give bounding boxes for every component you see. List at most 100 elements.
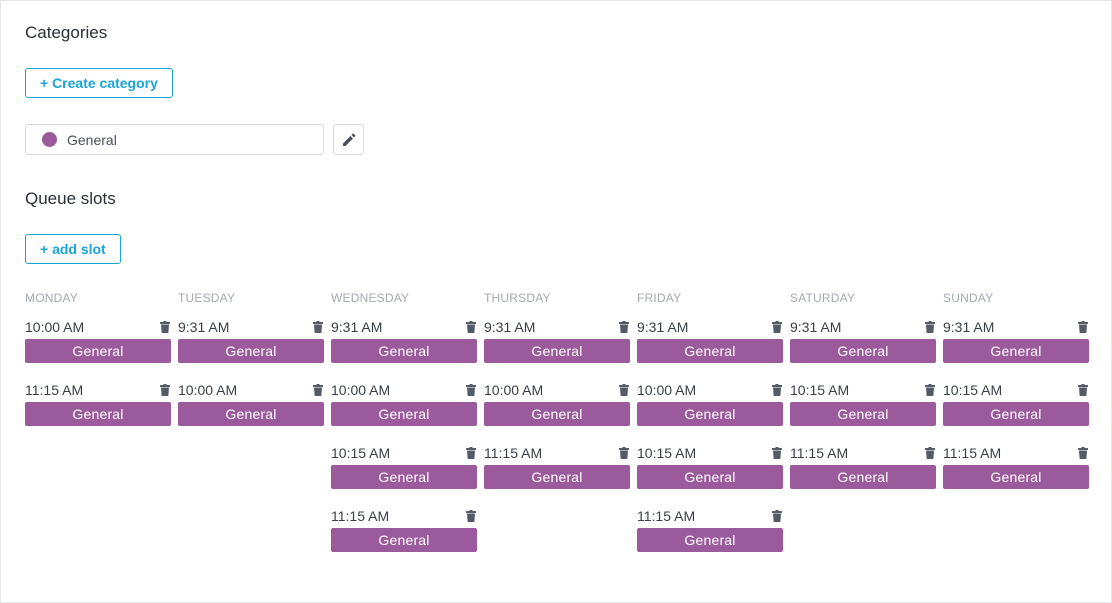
slot-category-tag[interactable]: General xyxy=(637,465,783,489)
day-label: SUNDAY xyxy=(943,291,994,305)
trash-icon[interactable] xyxy=(313,383,323,396)
queue-slot: 11:15 AM General xyxy=(790,444,936,507)
trash-icon[interactable] xyxy=(160,320,170,333)
trash-icon[interactable] xyxy=(925,446,935,459)
slot-time: 10:15 AM xyxy=(331,444,391,461)
slot-time: 10:00 AM xyxy=(25,318,85,335)
trash-icon[interactable] xyxy=(772,383,782,396)
slot-time: 10:15 AM xyxy=(943,381,1003,398)
queue-slot: 11:15 AM General xyxy=(637,507,783,570)
trash-icon[interactable] xyxy=(925,320,935,333)
slot-header: 10:15 AM xyxy=(331,444,477,461)
queue-slot: 10:00 AM General xyxy=(178,381,324,444)
slot-category-tag[interactable]: General xyxy=(790,339,936,363)
queue-slot: 9:31 AM General xyxy=(943,318,1089,381)
queue-slot: 10:15 AM General xyxy=(637,444,783,507)
edit-category-button[interactable] xyxy=(333,124,364,155)
slot-category-tag[interactable]: General xyxy=(943,465,1089,489)
slot-category-tag[interactable]: General xyxy=(331,402,477,426)
slot-header: 9:31 AM xyxy=(484,318,630,335)
slot-time: 10:00 AM xyxy=(178,381,238,398)
slot-time: 9:31 AM xyxy=(484,318,536,335)
add-slot-button[interactable]: + add slot xyxy=(25,234,121,264)
slot-category-tag[interactable]: General xyxy=(331,528,477,552)
slot-header: 11:15 AM xyxy=(25,381,171,398)
day-column-thursday: THURSDAY 9:31 AM General 10:00 AM General 11:… xyxy=(484,291,630,570)
slot-category-tag[interactable]: General xyxy=(790,402,936,426)
slot-category-tag[interactable]: General xyxy=(178,339,324,363)
queue-slot: 9:31 AM General xyxy=(484,318,630,381)
slot-category-tag[interactable]: General xyxy=(25,339,171,363)
trash-icon[interactable] xyxy=(1078,446,1088,459)
slot-category-tag[interactable]: General xyxy=(943,402,1089,426)
queue-slot: 11:15 AM General xyxy=(331,507,477,570)
create-category-button[interactable]: + Create category xyxy=(25,68,173,98)
trash-icon[interactable] xyxy=(466,383,476,396)
trash-icon[interactable] xyxy=(619,320,629,333)
trash-icon[interactable] xyxy=(313,320,323,333)
slot-header: 11:15 AM xyxy=(943,444,1089,461)
trash-icon[interactable] xyxy=(772,446,782,459)
slot-time: 9:31 AM xyxy=(178,318,230,335)
slot-time: 9:31 AM xyxy=(331,318,383,335)
trash-icon[interactable] xyxy=(619,446,629,459)
day-column-sunday: SUNDAY 9:31 AM General 10:15 AM General 11:15… xyxy=(943,291,1089,570)
queue-slot: 11:15 AM General xyxy=(484,444,630,507)
day-label: TUESDAY xyxy=(178,291,236,305)
trash-icon[interactable] xyxy=(619,383,629,396)
slot-category-tag[interactable]: General xyxy=(331,339,477,363)
queue-slot: 10:00 AM General xyxy=(331,381,477,444)
trash-icon[interactable] xyxy=(466,320,476,333)
trash-icon[interactable] xyxy=(925,383,935,396)
categories-heading: Categories xyxy=(25,23,108,42)
slot-category-tag[interactable]: General xyxy=(637,339,783,363)
trash-icon[interactable] xyxy=(1078,320,1088,333)
slot-category-tag[interactable]: General xyxy=(484,402,630,426)
day-column-tuesday: TUESDAY 9:31 AM General 10:00 AM General xyxy=(178,291,324,570)
trash-icon[interactable] xyxy=(160,383,170,396)
trash-icon[interactable] xyxy=(1078,383,1088,396)
trash-icon[interactable] xyxy=(466,509,476,522)
slot-header: 11:15 AM xyxy=(637,507,783,524)
slot-category-tag[interactable]: General xyxy=(178,402,324,426)
trash-icon[interactable] xyxy=(772,320,782,333)
slot-header: 11:15 AM xyxy=(331,507,477,524)
queue-slot: 9:31 AM General xyxy=(637,318,783,381)
slot-time: 9:31 AM xyxy=(943,318,995,335)
slot-category-tag[interactable]: General xyxy=(790,465,936,489)
queue-slot: 10:00 AM General xyxy=(484,381,630,444)
category-name: General xyxy=(67,131,117,148)
trash-icon[interactable] xyxy=(772,509,782,522)
slot-header: 11:15 AM xyxy=(790,444,936,461)
slot-header: 9:31 AM xyxy=(790,318,936,335)
slot-header: 10:00 AM xyxy=(484,381,630,398)
slot-header: 10:00 AM xyxy=(637,381,783,398)
category-row: General xyxy=(25,124,364,155)
slot-category-tag[interactable]: General xyxy=(25,402,171,426)
queue-slot: 9:31 AM General xyxy=(178,318,324,381)
queue-slot: 11:15 AM General xyxy=(25,381,171,444)
slot-time: 11:15 AM xyxy=(484,444,543,461)
category-item-general[interactable]: General xyxy=(25,124,324,155)
slot-time: 11:15 AM xyxy=(331,507,390,524)
slot-category-tag[interactable]: General xyxy=(331,465,477,489)
slot-header: 10:00 AM xyxy=(331,381,477,398)
slot-category-tag[interactable]: General xyxy=(484,465,630,489)
day-column-wednesday: WEDNESDAY 9:31 AM General 10:00 AM General 10… xyxy=(331,291,477,570)
slot-header: 10:00 AM xyxy=(178,381,324,398)
slot-header: 10:15 AM xyxy=(943,381,1089,398)
queue-slot: 11:15 AM General xyxy=(943,444,1089,507)
trash-icon[interactable] xyxy=(466,446,476,459)
slot-time: 11:15 AM xyxy=(943,444,1002,461)
slot-category-tag[interactable]: General xyxy=(484,339,630,363)
day-column-monday: MONDAY 10:00 AM General 11:15 AM General xyxy=(25,291,171,570)
slot-time: 9:31 AM xyxy=(790,318,842,335)
slot-category-tag[interactable]: General xyxy=(637,528,783,552)
day-label: THURSDAY xyxy=(484,291,551,305)
slot-category-tag[interactable]: General xyxy=(943,339,1089,363)
day-label: FRIDAY xyxy=(637,291,682,305)
slot-header: 11:15 AM xyxy=(484,444,630,461)
slot-category-tag[interactable]: General xyxy=(637,402,783,426)
slot-time: 10:15 AM xyxy=(637,444,697,461)
